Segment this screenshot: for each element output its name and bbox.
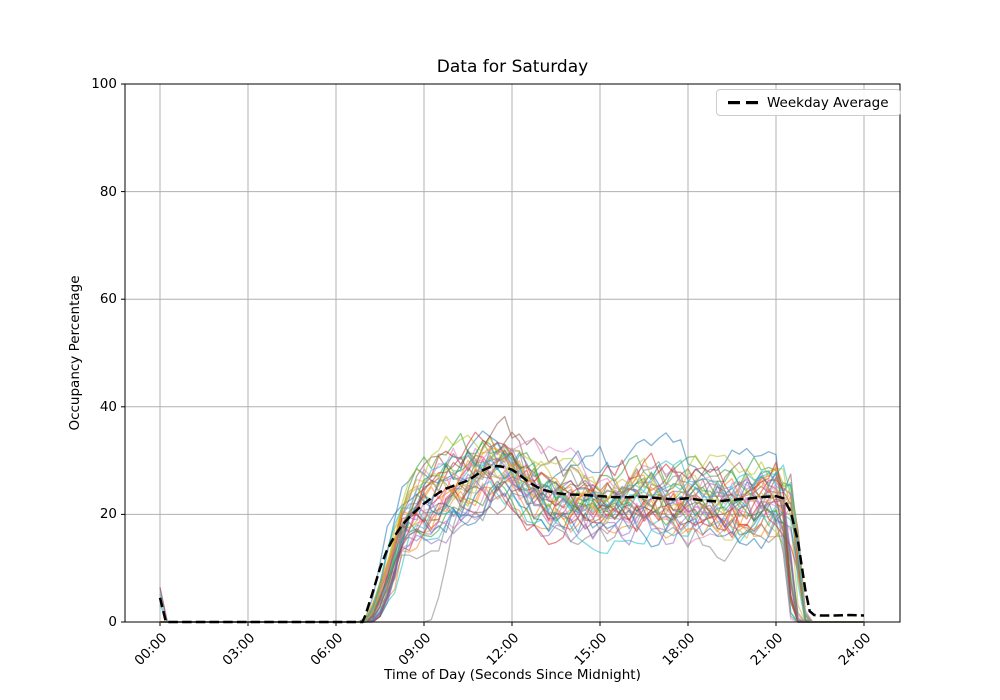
y-tick-label: 20 xyxy=(99,506,117,523)
y-tick-label: 0 xyxy=(108,614,117,630)
legend: Weekday Average xyxy=(716,89,901,116)
grid-lines xyxy=(125,83,900,623)
axes-frame xyxy=(124,83,901,623)
y-tick-label: 80 xyxy=(99,183,117,200)
chart-title: Data for Saturday xyxy=(436,57,589,77)
tick-marks xyxy=(121,83,865,626)
legend-label: Weekday Average xyxy=(767,94,889,111)
y-tick-label: 100 xyxy=(91,76,117,92)
y-tick-label: 60 xyxy=(99,291,117,308)
legend-dash-icon xyxy=(728,101,758,105)
x-axis-label: Time of Day (Seconds Since Midnight) xyxy=(384,667,641,683)
y-tick-label: 40 xyxy=(99,398,117,415)
average-line xyxy=(158,464,865,624)
